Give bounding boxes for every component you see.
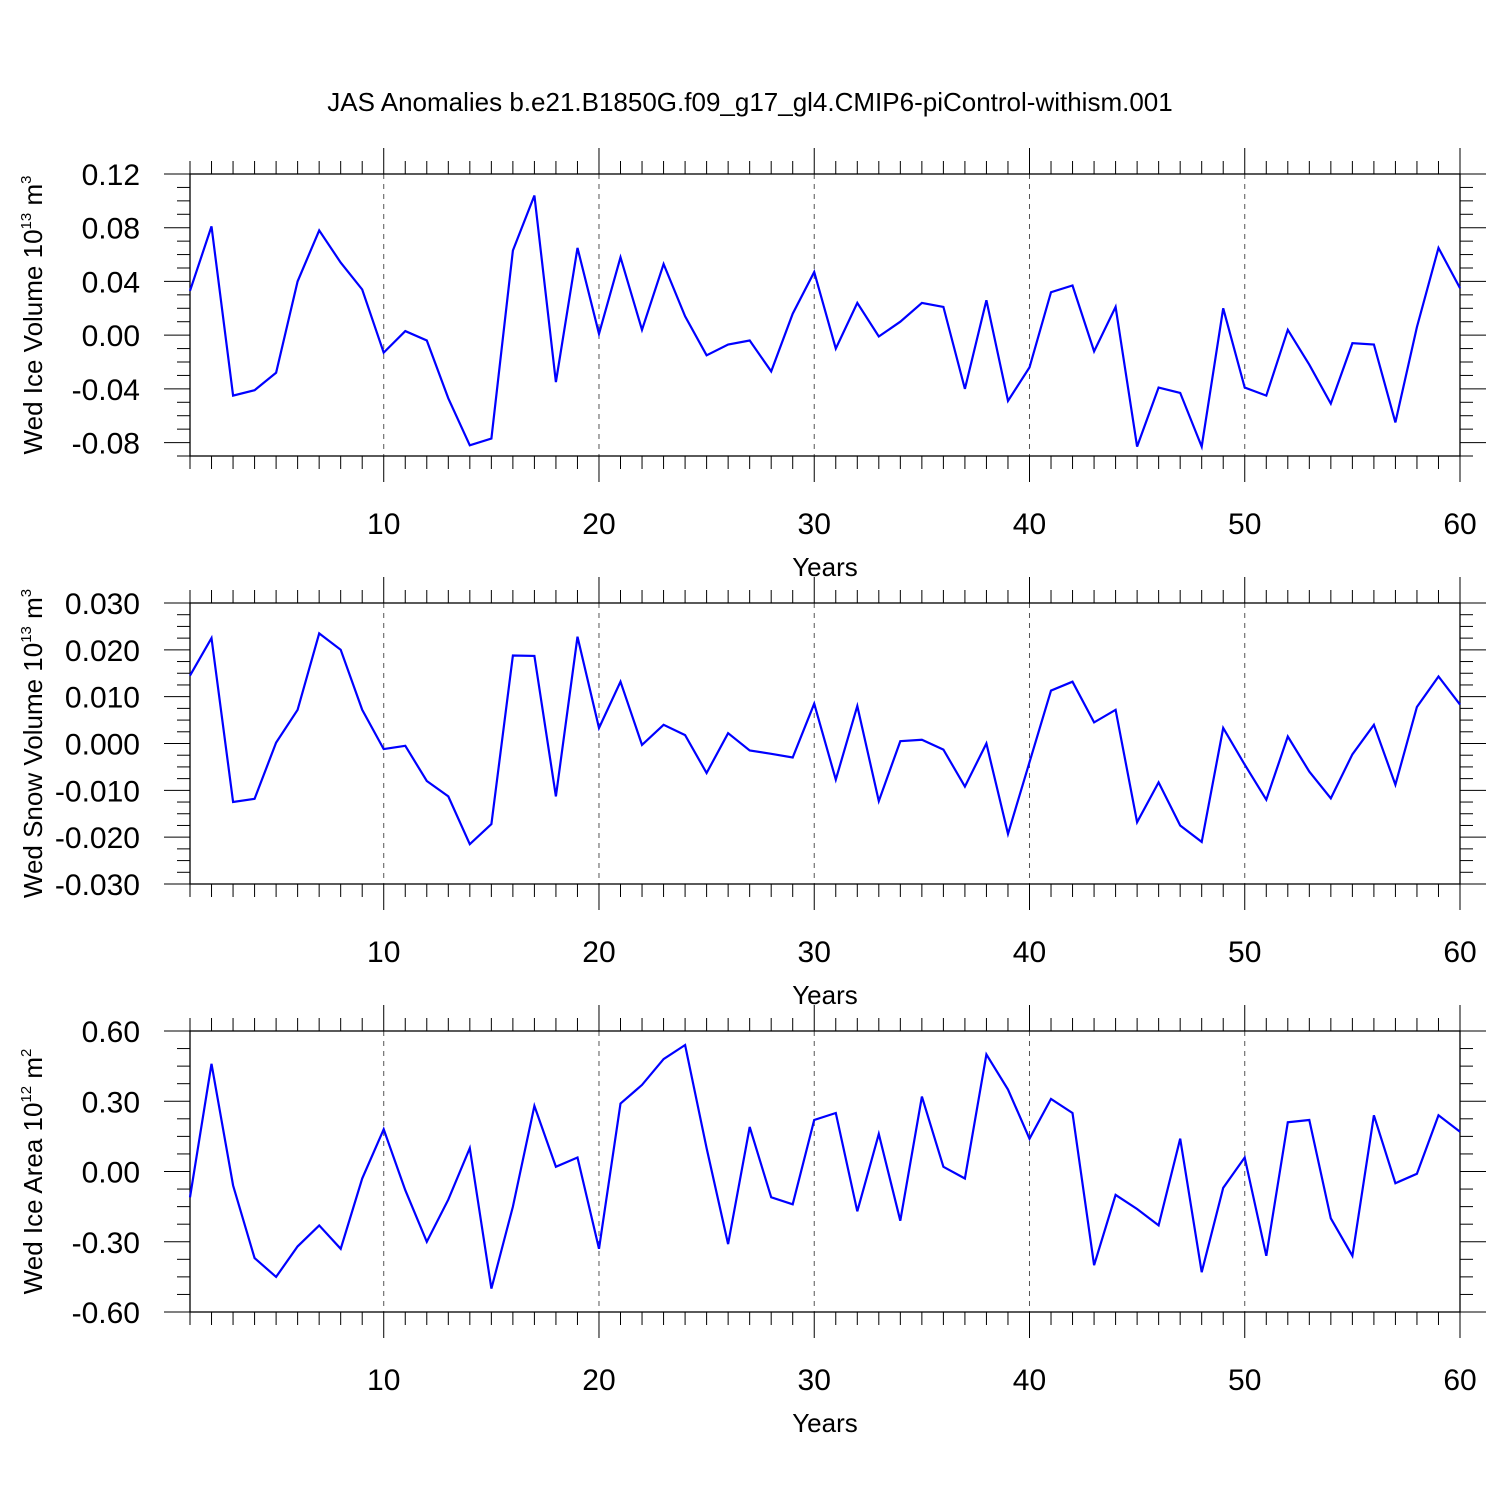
snow-volume-ylabel: Wed Snow Volume 1013 m3 — [18, 589, 48, 898]
ice-volume-ytick-label: 0.04 — [82, 266, 140, 299]
snow-volume-ytick-label: -0.010 — [55, 775, 140, 808]
ice-volume-xtick-label: 40 — [1013, 508, 1046, 541]
ice-area-ytick-label: -0.30 — [72, 1227, 140, 1260]
snow-volume-xtick-label: 40 — [1013, 936, 1046, 969]
ice-area-xtick-label: 30 — [798, 1364, 831, 1397]
ice-volume-xtick-label: 50 — [1228, 508, 1261, 541]
panel-snow-volume: 0.030 0.020 0.010 0.000 -0.010 -0.020 -0.030 10… — [18, 577, 1486, 1010]
ice-volume-xtick-label: 30 — [798, 508, 831, 541]
ice-area-xtick-label: 60 — [1443, 1364, 1476, 1397]
ice-area-ytick-label: -0.60 — [72, 1297, 140, 1330]
ice-volume-ytick-label: -0.04 — [72, 374, 140, 407]
ice-area-ytick-label: 0.60 — [82, 1016, 140, 1049]
figure-title: JAS Anomalies b.e21.B1850G.f09_g17_gl4.C… — [327, 87, 1172, 117]
panel-ice-volume: 0.12 0.08 0.04 0.00 -0.04 -0.08 10 20 30 40 50 60 Ye… — [18, 148, 1486, 582]
snow-volume-xlabel: Years — [792, 980, 858, 1010]
ice-area-ylabel: Wed Ice Area 1012 m2 — [18, 1049, 48, 1295]
snow-volume-frame — [189, 602, 1461, 885]
snow-volume-ytick-label: 0.000 — [65, 729, 140, 762]
ice-volume-ytick-label: 0.08 — [82, 213, 140, 246]
ice-volume-xtick-label: 10 — [367, 508, 400, 541]
snow-volume-ytick-label: -0.020 — [55, 822, 140, 855]
ice-volume-ytick-label: 0.00 — [82, 320, 140, 353]
ice-volume-frame — [189, 173, 1461, 457]
snow-volume-ytick-label: 0.010 — [65, 682, 140, 715]
ice-volume-xtick-label: 20 — [582, 508, 615, 541]
panel-ice-area: 0.60 0.30 0.00 -0.30 -0.60 10 20 30 40 50 60 Years W… — [18, 1005, 1486, 1438]
ice-area-ytick-label: 0.00 — [82, 1157, 140, 1190]
ice-area-series-line — [188, 1043, 1461, 1289]
snow-volume-xtick-label: 10 — [367, 936, 400, 969]
ice-volume-series-line — [188, 195, 1461, 451]
ice-area-xtick-label: 40 — [1013, 1364, 1046, 1397]
snow-volume-series-line — [189, 631, 1461, 847]
snow-volume-ytick-label: -0.030 — [55, 869, 140, 902]
ice-area-xtick-label: 50 — [1228, 1364, 1261, 1397]
snow-volume-xtick-label: 60 — [1443, 936, 1476, 969]
ice-volume-ytick-label: 0.12 — [82, 159, 140, 192]
ice-area-xtick-label: 20 — [582, 1364, 615, 1397]
ice-volume-xtick-label: 60 — [1443, 508, 1476, 541]
ice-volume-ylabel: Wed Ice Volume 1013 m3 — [18, 176, 48, 455]
ice-volume-xlabel: Years — [792, 552, 858, 582]
ice-volume-ytick-label: -0.08 — [72, 428, 140, 461]
snow-volume-ytick-label: 0.030 — [65, 588, 140, 621]
snow-volume-ytick-label: 0.020 — [65, 635, 140, 668]
ice-area-xlabel: Years — [792, 1408, 858, 1438]
snow-volume-xtick-label: 50 — [1228, 936, 1261, 969]
snow-volume-xtick-label: 20 — [582, 936, 615, 969]
ice-area-xtick-label: 10 — [367, 1364, 400, 1397]
snow-volume-xtick-label: 30 — [798, 936, 831, 969]
ice-area-frame — [189, 1030, 1461, 1313]
ice-area-ytick-label: 0.30 — [82, 1086, 140, 1119]
